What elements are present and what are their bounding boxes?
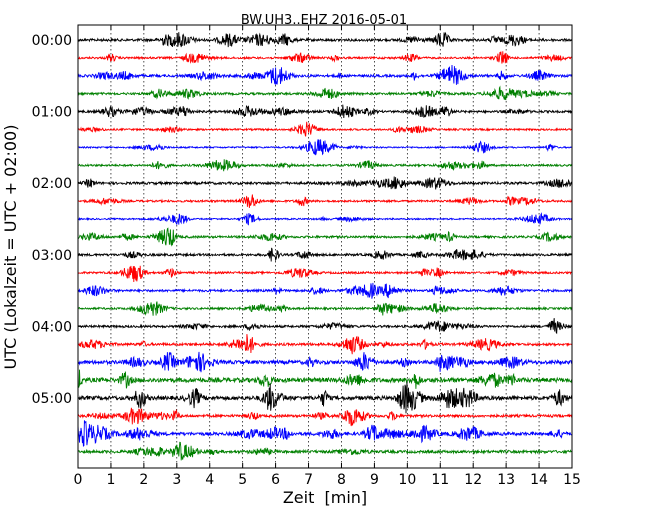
y-tick-label: 00:00 (32, 33, 72, 49)
plot-frame (77, 24, 573, 469)
x-tick-label: 15 (563, 472, 581, 488)
trace-0445 (77, 369, 573, 389)
trace-0230 (77, 212, 573, 226)
trace-0400 (77, 318, 573, 335)
x-tick-label: 0 (74, 472, 83, 488)
chart-title: BW.UH3..EHZ 2016-05-01 (241, 13, 407, 28)
trace-0130 (77, 139, 573, 156)
x-tick-label: 1 (106, 472, 115, 488)
x-axis-label: Zeit [min] (283, 488, 367, 507)
x-tick-label: 9 (370, 472, 379, 488)
trace-0515 (77, 407, 573, 427)
x-tick-label: 6 (271, 472, 280, 488)
trace-0245 (77, 227, 573, 247)
trace-0315 (77, 265, 573, 283)
seismogram-traces (77, 31, 573, 461)
trace-0330 (77, 282, 573, 299)
trace-0215 (77, 194, 573, 208)
x-tick-label: 3 (172, 472, 181, 488)
trace-0200 (77, 176, 573, 190)
trace-0500 (77, 382, 573, 414)
x-tick-label: 10 (398, 472, 416, 488)
trace-0545 (77, 441, 573, 461)
y-tick-label: 05:00 (32, 391, 72, 407)
y-axis-label: UTC (Lokalzeit = UTC + 02:00) (1, 125, 20, 370)
trace-0300 (77, 247, 573, 262)
trace-0100 (77, 104, 573, 119)
y-tick-label: 03:00 (32, 248, 72, 264)
trace-0000 (77, 31, 573, 48)
trace-0530 (77, 420, 573, 447)
x-tick-label: 14 (530, 472, 548, 488)
x-tick-label: 13 (497, 472, 515, 488)
trace-0415 (77, 334, 573, 355)
y-tick-label: 02:00 (32, 176, 72, 192)
x-tick-label: 12 (464, 472, 482, 488)
x-tick-label: 4 (205, 472, 214, 488)
trace-0430 (77, 351, 573, 373)
x-tick-label: 2 (139, 472, 148, 488)
x-tick-label: 11 (431, 472, 449, 488)
y-axis: 00:00 01:00 02:00 03:00 04:00 05:00 (32, 33, 572, 407)
trace-0145 (77, 159, 573, 172)
trace-0345 (77, 301, 573, 316)
trace-0115 (77, 121, 573, 137)
x-tick-label: 8 (337, 472, 346, 488)
trace-0015 (77, 51, 573, 64)
x-tick-label: 5 (238, 472, 247, 488)
trace-0045 (77, 85, 572, 101)
x-tick-label: 7 (304, 472, 313, 488)
x-axis: 0 1 2 3 4 5 6 7 8 9 10 11 12 13 14 15 (74, 25, 581, 488)
y-tick-label: 04:00 (32, 319, 72, 335)
y-tick-label: 01:00 (32, 105, 72, 121)
trace-0030 (77, 64, 573, 86)
